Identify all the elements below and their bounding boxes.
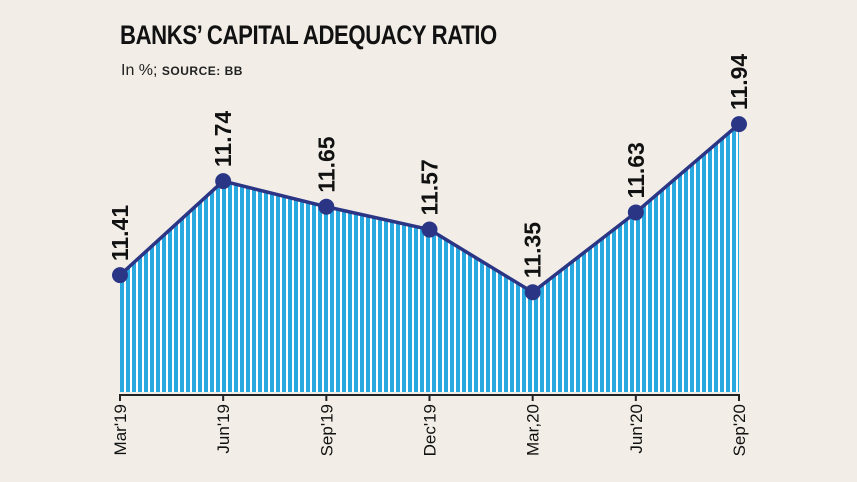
x-tick-label: Mar,20: [524, 404, 543, 456]
data-label: 11.63: [623, 142, 649, 198]
data-label: 11.94: [726, 54, 752, 110]
data-point: [421, 221, 438, 238]
data-point: [215, 173, 232, 190]
chart-title: BANKS’ CAPITAL ADEQUACY RATIO: [120, 20, 497, 50]
x-tick-label: Sep'19: [317, 404, 336, 456]
data-label: 11.65: [313, 136, 339, 192]
source-label: SOURCE: BB: [161, 64, 243, 78]
data-point: [627, 204, 644, 221]
data-point: [731, 116, 747, 133]
data-point: [112, 267, 128, 284]
unit-label: In %;: [121, 62, 158, 79]
x-tick-label: Sep'20: [730, 404, 749, 456]
data-label: 11.74: [210, 111, 236, 167]
data-label: 11.41: [107, 205, 133, 261]
data-label: 11.57: [417, 159, 443, 215]
chart-subtitle: In %; SOURCE: BB: [121, 62, 243, 80]
area-fill: [120, 124, 739, 392]
data-point: [318, 198, 335, 215]
x-tick-label: Jun'19: [214, 404, 233, 454]
x-tick-label: Jun'20: [627, 404, 646, 454]
x-tick-label: Mar'19: [111, 404, 130, 455]
x-tick-label: Dec'19: [421, 404, 440, 456]
data-point: [524, 284, 541, 301]
data-label: 11.35: [520, 222, 546, 278]
